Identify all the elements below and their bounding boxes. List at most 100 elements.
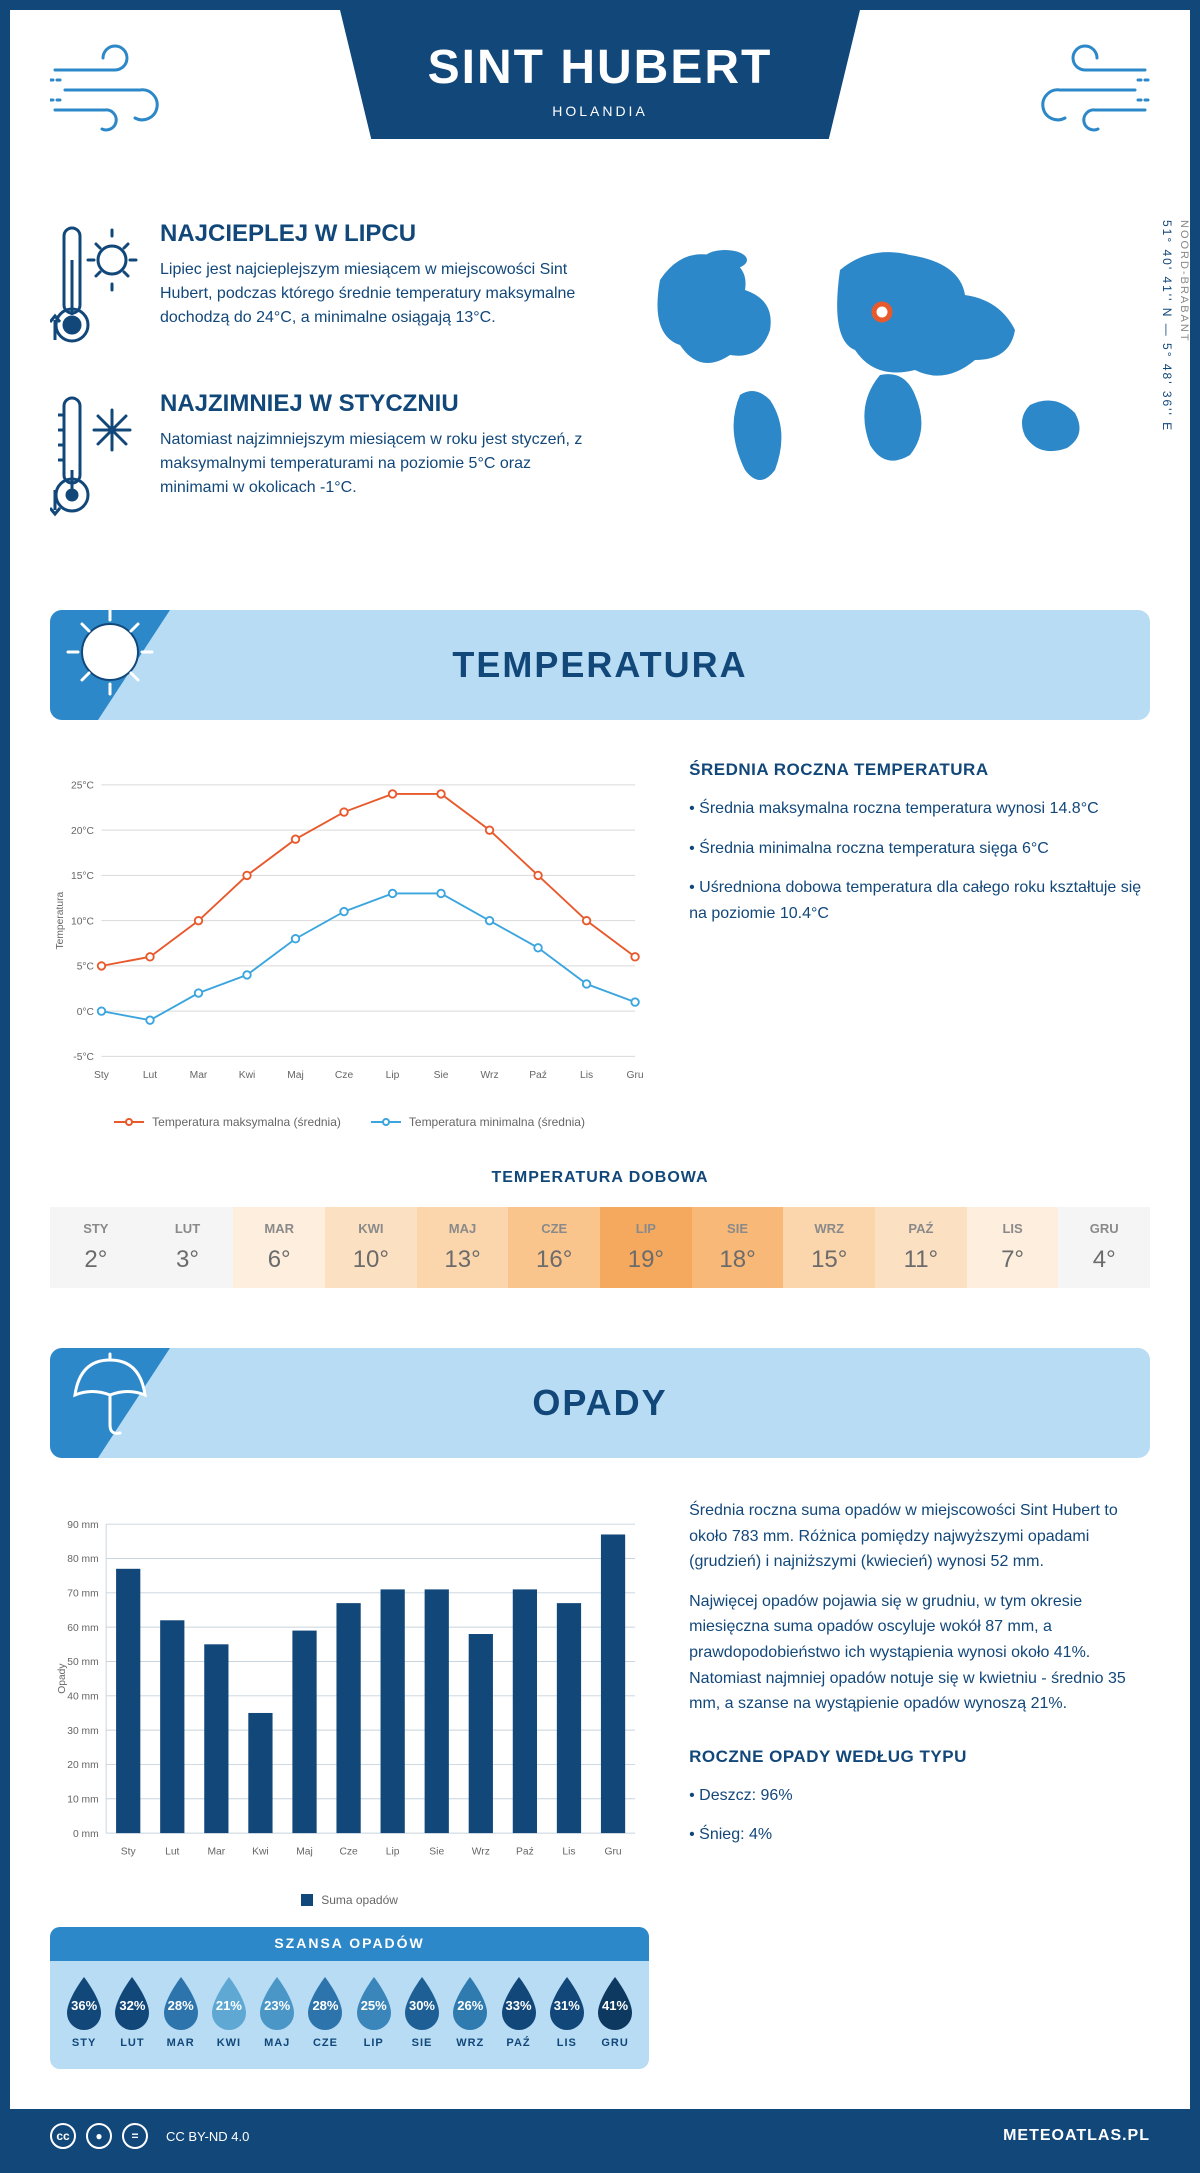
svg-text:60 mm: 60 mm: [67, 1623, 98, 1634]
top-row: NAJCIEPLEJ W LIPCU Lipiec jest najcieple…: [50, 220, 1150, 560]
svg-text:Temperatura: Temperatura: [55, 892, 66, 950]
footer-license: cc ● = CC BY-ND 4.0: [50, 2123, 249, 2149]
temp-legend: Temperatura maksymalna (średnia) Tempera…: [50, 1115, 649, 1129]
temp-info-p1: • Średnia maksymalna roczna temperatura …: [689, 796, 1150, 822]
chance-box: SZANSA OPADÓW 36%STY32%LUT28%MAR21%KWI23…: [50, 1927, 649, 2069]
umbrella-icon: [60, 1340, 160, 1440]
chance-drop: 23%MAJ: [253, 1975, 301, 2049]
temp-info-p2: • Średnia minimalna roczna temperatura s…: [689, 836, 1150, 862]
svg-text:Kwi: Kwi: [239, 1070, 256, 1081]
header: SINT HUBERT HOLANDIA: [50, 10, 1150, 190]
fact-warm-title: NAJCIEPLEJ W LIPCU: [160, 220, 590, 248]
daily-cell: WRZ15°: [783, 1207, 875, 1288]
chance-drop: 28%CZE: [301, 1975, 349, 2049]
svg-text:Sty: Sty: [94, 1070, 110, 1081]
temp-banner-title: TEMPERATURA: [452, 644, 747, 686]
precip-info: Średnia roczna suma opadów w miejscowośc…: [689, 1498, 1150, 2069]
svg-text:Lis: Lis: [562, 1847, 575, 1858]
page: SINT HUBERT HOLANDIA NAJCIEPLEJ W LIPCU …: [0, 0, 1200, 2173]
daily-cell: LUT3°: [142, 1207, 234, 1288]
svg-text:Mar: Mar: [190, 1070, 208, 1081]
svg-text:Wrz: Wrz: [472, 1847, 490, 1858]
temp-chart: -5°C 0°C 5°C 10°C 15°C 20°C 25°C Sty Lut Mar Kwi Ma…: [50, 760, 649, 1129]
cc-icon: cc: [50, 2123, 76, 2149]
svg-text:Paź: Paź: [529, 1070, 547, 1081]
chance-drop: 33%PAŹ: [494, 1975, 542, 2049]
legend-max: Temperatura maksymalna (średnia): [152, 1115, 341, 1129]
precip-type-title: ROCZNE OPADY WEDŁUG TYPU: [689, 1747, 1150, 1767]
svg-text:50 mm: 50 mm: [67, 1657, 98, 1668]
svg-text:5°C: 5°C: [77, 962, 95, 973]
footer: cc ● = CC BY-ND 4.0 METEOATLAS.PL: [10, 2109, 1190, 2163]
svg-text:Lip: Lip: [386, 1070, 400, 1081]
svg-text:30 mm: 30 mm: [67, 1726, 98, 1737]
svg-text:-5°C: -5°C: [73, 1052, 94, 1063]
svg-text:40 mm: 40 mm: [67, 1692, 98, 1703]
svg-text:10°C: 10°C: [71, 916, 95, 927]
fact-cold: NAJZIMNIEJ W STYCZNIU Natomiast najzimni…: [50, 390, 590, 520]
daily-cell: MAJ13°: [417, 1207, 509, 1288]
svg-text:Lut: Lut: [143, 1070, 157, 1081]
temp-info: ŚREDNIA ROCZNA TEMPERATURA • Średnia mak…: [689, 760, 1150, 1129]
fact-warm-text: Lipiec jest najcieplejszym miesiącem w m…: [160, 258, 590, 330]
svg-text:Cze: Cze: [335, 1070, 354, 1081]
title-banner: SINT HUBERT HOLANDIA: [340, 10, 860, 139]
svg-text:25°C: 25°C: [71, 781, 95, 792]
daily-cell: LIP19°: [600, 1207, 692, 1288]
svg-text:Gru: Gru: [604, 1847, 621, 1858]
precip-p2: Najwięcej opadów pojawia się w grudniu, …: [689, 1589, 1150, 1717]
daily-cell: CZE16°: [508, 1207, 600, 1288]
svg-text:Maj: Maj: [296, 1847, 313, 1858]
chance-drop: 30%SIE: [398, 1975, 446, 2049]
svg-text:15°C: 15°C: [71, 871, 95, 882]
by-icon: ●: [86, 2123, 112, 2149]
precip-chart: 0 mm10 mm20 mm30 mm40 mm50 mm60 mm70 mm8…: [50, 1498, 649, 2069]
svg-text:Mar: Mar: [207, 1847, 225, 1858]
chance-drop: 31%LIS: [543, 1975, 591, 2049]
svg-text:Kwi: Kwi: [252, 1847, 269, 1858]
svg-text:0°C: 0°C: [77, 1007, 95, 1018]
country-label: HOLANDIA: [360, 103, 840, 119]
sun-icon: [60, 602, 160, 702]
precip-legend-label: Suma opadów: [321, 1893, 398, 1907]
precip-snow: • Śnieg: 4%: [689, 1822, 1150, 1848]
precip-section-banner: OPADY: [50, 1348, 1150, 1458]
precip-row: 0 mm10 mm20 mm30 mm40 mm50 mm60 mm70 mm8…: [50, 1498, 1150, 2069]
fact-cold-text: Natomiast najzimniejszym miesiącem w rok…: [160, 428, 590, 500]
chance-drop: 41%GRU: [591, 1975, 639, 2049]
svg-text:70 mm: 70 mm: [67, 1589, 98, 1600]
svg-text:Maj: Maj: [287, 1070, 304, 1081]
svg-text:Cze: Cze: [339, 1847, 358, 1858]
chance-drop: 36%STY: [60, 1975, 108, 2049]
svg-text:Lis: Lis: [580, 1070, 593, 1081]
chance-title: SZANSA OPADÓW: [274, 1935, 424, 1951]
daily-title: TEMPERATURA DOBOWA: [50, 1169, 1150, 1187]
svg-text:20°C: 20°C: [71, 826, 95, 837]
svg-text:Sie: Sie: [434, 1070, 449, 1081]
svg-text:Paź: Paź: [516, 1847, 534, 1858]
temp-row: -5°C 0°C 5°C 10°C 15°C 20°C 25°C Sty Lut Mar Kwi Ma…: [50, 760, 1150, 1129]
daily-cell: STY2°: [50, 1207, 142, 1288]
thermometer-sun-icon: [50, 220, 140, 350]
daily-cell: SIE18°: [692, 1207, 784, 1288]
svg-text:Lip: Lip: [386, 1847, 400, 1858]
svg-text:Lut: Lut: [165, 1847, 179, 1858]
svg-text:Sty: Sty: [121, 1847, 137, 1858]
svg-text:Opady: Opady: [57, 1663, 68, 1694]
footer-site: METEOATLAS.PL: [1003, 2127, 1150, 2145]
license-text: CC BY-ND 4.0: [166, 2129, 249, 2144]
facts-column: NAJCIEPLEJ W LIPCU Lipiec jest najcieple…: [50, 220, 590, 560]
region-label: NOORD-BRABANT: [1178, 220, 1190, 343]
fact-warm: NAJCIEPLEJ W LIPCU Lipiec jest najcieple…: [50, 220, 590, 350]
daily-cell: LIS7°: [967, 1207, 1059, 1288]
city-title: SINT HUBERT: [360, 40, 840, 95]
chance-drop: 32%LUT: [108, 1975, 156, 2049]
precip-rain: • Deszcz: 96%: [689, 1783, 1150, 1809]
daily-cell: KWI10°: [325, 1207, 417, 1288]
chance-drop: 25%LIP: [350, 1975, 398, 2049]
temp-section-banner: TEMPERATURA: [50, 610, 1150, 720]
wind-icon-left: [50, 40, 190, 140]
svg-text:10 mm: 10 mm: [67, 1795, 98, 1806]
temp-info-p3: • Uśredniona dobowa temperatura dla całe…: [689, 875, 1150, 926]
coords-label: 51° 40' 41'' N — 5° 48' 36'' E: [1160, 220, 1174, 560]
